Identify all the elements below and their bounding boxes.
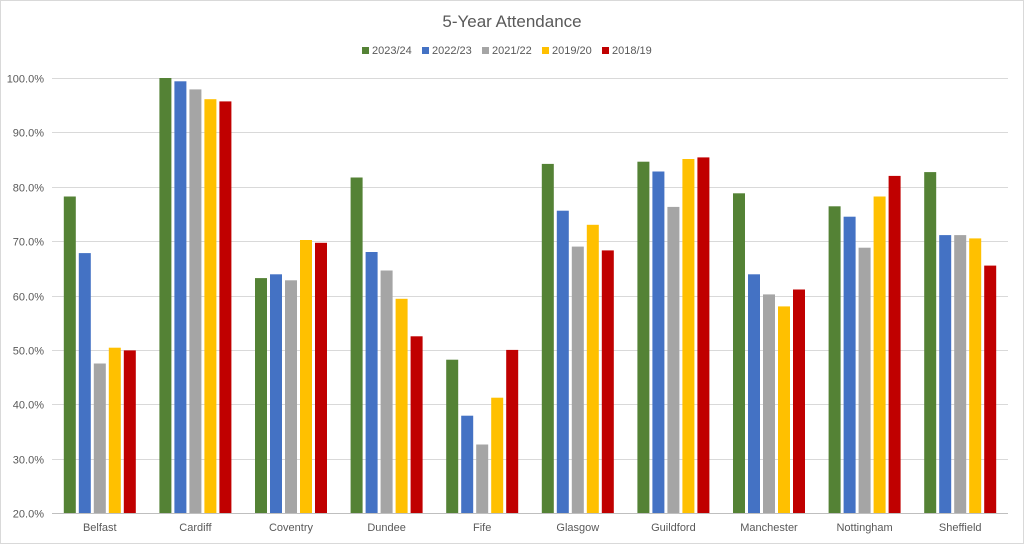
legend-label: 2023/24	[372, 45, 412, 57]
chart-title: 5-Year Attendance	[442, 12, 581, 31]
bar-nottingham-2021-22	[858, 247, 871, 513]
bar-belfast-2019-20	[108, 347, 121, 513]
bar-sheffield-2018-19	[984, 265, 997, 513]
legend-swatch	[362, 47, 369, 54]
legend-swatch	[542, 47, 549, 54]
bar-guildford-2023-24	[637, 161, 650, 513]
y-axis: 20.0% 30.0% 40.0% 50.0% 60.0% 70.0% 80.0% 90.0%…	[7, 74, 45, 521]
bar-nottingham-2018-19	[888, 175, 901, 513]
bar-glasgow-2019-20	[586, 224, 599, 514]
bar-belfast-2022-23	[78, 253, 91, 513]
bar-guildford-2021-22	[667, 206, 680, 513]
bar-glasgow-2018-19	[601, 250, 614, 513]
bar-manchester-2019-20	[778, 306, 790, 513]
x-axis: Belfast Cardiff Coventry Dundee Fife Glasgow G…	[83, 522, 982, 534]
legend-item: 2021/22	[482, 45, 532, 57]
x-tick-label: Glasgow	[556, 522, 599, 534]
bar-belfast-2023-24	[63, 196, 76, 513]
bar-dundee-2021-22	[380, 270, 393, 513]
bar-nottingham-2023-24	[828, 206, 841, 514]
legend-item: 2022/23	[422, 45, 472, 57]
legend-item: 2023/24	[362, 45, 412, 57]
legend-swatch	[602, 47, 609, 54]
bar-coventry-2021-22	[285, 280, 297, 513]
bar-coventry-2023-24	[255, 278, 267, 513]
bar-cardiff-2021-22	[189, 89, 202, 514]
bar-fife-2022-23	[461, 415, 474, 513]
bar-fife-2019-20	[491, 397, 504, 513]
bar-cardiff-2018-19	[219, 101, 232, 514]
bar-manchester-2021-22	[763, 294, 775, 513]
bar-cardiff-2023-24	[159, 78, 172, 513]
bar-coventry-2018-19	[315, 242, 327, 514]
bar-guildford-2022-23	[652, 171, 665, 513]
bar-fife-2018-19	[506, 349, 519, 513]
bar-belfast-2021-22	[93, 363, 106, 513]
bar-fife-2023-24	[446, 359, 459, 513]
x-tick-label: Cardiff	[179, 522, 212, 534]
bar-manchester-2023-24	[733, 193, 745, 514]
legend-label: 2022/23	[432, 45, 472, 57]
legend-item: 2019/20	[542, 45, 592, 57]
bar-dundee-2018-19	[410, 336, 423, 513]
y-tick-label: 100.0%	[7, 74, 45, 86]
bar-fife-2021-22	[476, 444, 489, 513]
y-tick-label: 20.0%	[13, 509, 44, 521]
bar-sheffield-2019-20	[969, 238, 982, 513]
bar-glasgow-2022-23	[556, 210, 569, 513]
bar-nottingham-2019-20	[873, 196, 886, 513]
bar-sheffield-2021-22	[954, 235, 967, 513]
y-tick-label: 70.0%	[13, 237, 44, 249]
legend-swatch	[482, 47, 489, 54]
bar-coventry-2019-20	[300, 240, 312, 513]
bar-sheffield-2022-23	[939, 235, 952, 513]
bar-dundee-2019-20	[395, 298, 408, 513]
bar-manchester-2022-23	[748, 274, 760, 513]
x-tick-label: Coventry	[269, 522, 314, 534]
legend: 2023/24 2022/23 2021/22 2019/20 2018/19	[362, 45, 652, 57]
y-tick-label: 50.0%	[13, 346, 44, 358]
bar-manchester-2018-19	[793, 289, 805, 513]
x-tick-label: Sheffield	[939, 522, 982, 534]
x-tick-label: Guildford	[651, 522, 696, 534]
bar-dundee-2022-23	[365, 252, 378, 513]
bar-sheffield-2023-24	[924, 172, 937, 513]
y-tick-label: 80.0%	[13, 183, 44, 195]
bar-cardiff-2019-20	[204, 99, 217, 513]
bar-coventry-2022-23	[270, 274, 282, 513]
legend-label: 2019/20	[552, 45, 592, 57]
x-tick-label: Fife	[473, 522, 491, 534]
y-tick-label: 30.0%	[13, 455, 44, 467]
y-tick-label: 60.0%	[13, 292, 44, 304]
bar-belfast-2018-19	[123, 350, 136, 513]
legend-swatch	[422, 47, 429, 54]
x-tick-label: Belfast	[83, 522, 117, 534]
bar-guildford-2018-19	[697, 157, 710, 513]
bar-cardiff-2022-23	[174, 81, 187, 514]
bar-guildford-2019-20	[682, 159, 695, 513]
legend-label: 2021/22	[492, 45, 532, 57]
bar-glasgow-2021-22	[571, 246, 584, 513]
y-tick-label: 40.0%	[13, 400, 44, 412]
x-tick-label: Manchester	[740, 522, 798, 534]
bar-glasgow-2023-24	[541, 163, 554, 513]
legend-item: 2018/19	[602, 45, 652, 57]
bars	[63, 78, 997, 514]
x-tick-label: Nottingham	[836, 522, 892, 534]
bar-nottingham-2022-23	[843, 216, 856, 513]
bar-dundee-2023-24	[350, 177, 363, 513]
x-tick-label: Dundee	[367, 522, 406, 534]
y-tick-label: 90.0%	[13, 128, 44, 140]
legend-label: 2018/19	[612, 45, 652, 57]
